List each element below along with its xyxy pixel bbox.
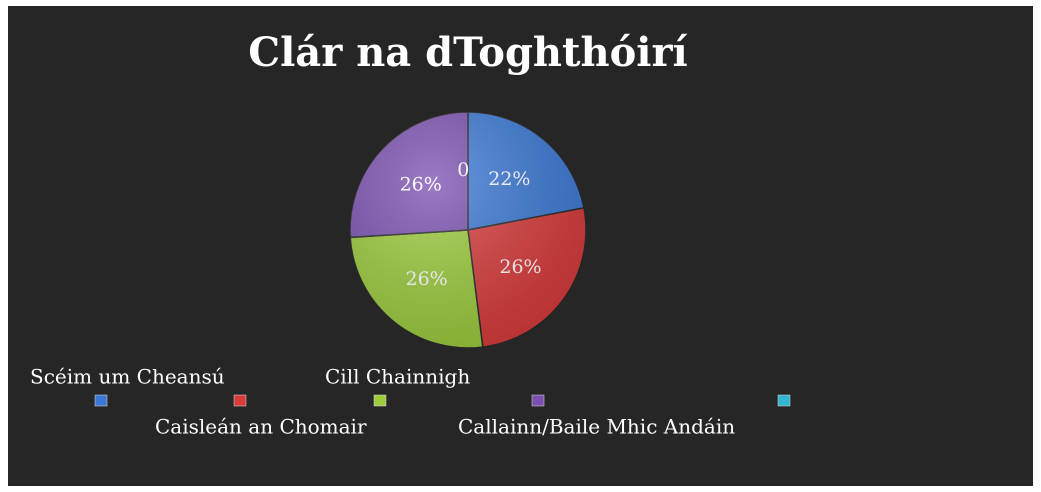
chart-title: Clár na dToghthóirí (248, 29, 687, 76)
data-label: 26% (400, 174, 442, 196)
legend-label: Callainn/Baile Mhic Andáin (458, 415, 735, 439)
legend-marker (531, 394, 545, 407)
legend-label: Caisleán an Chomair (155, 415, 367, 439)
data-label: 22% (488, 168, 530, 190)
legend-marker (373, 394, 387, 407)
legend-marker (233, 394, 247, 407)
data-label: 26% (499, 256, 541, 278)
legend-marker (94, 394, 108, 407)
data-label: 0 (457, 159, 469, 181)
data-label: 26% (406, 268, 448, 290)
legend-marker (777, 394, 791, 407)
legend-label: Scéim um Cheansú (30, 365, 225, 389)
legend-label: Cill Chainnigh (325, 365, 470, 389)
